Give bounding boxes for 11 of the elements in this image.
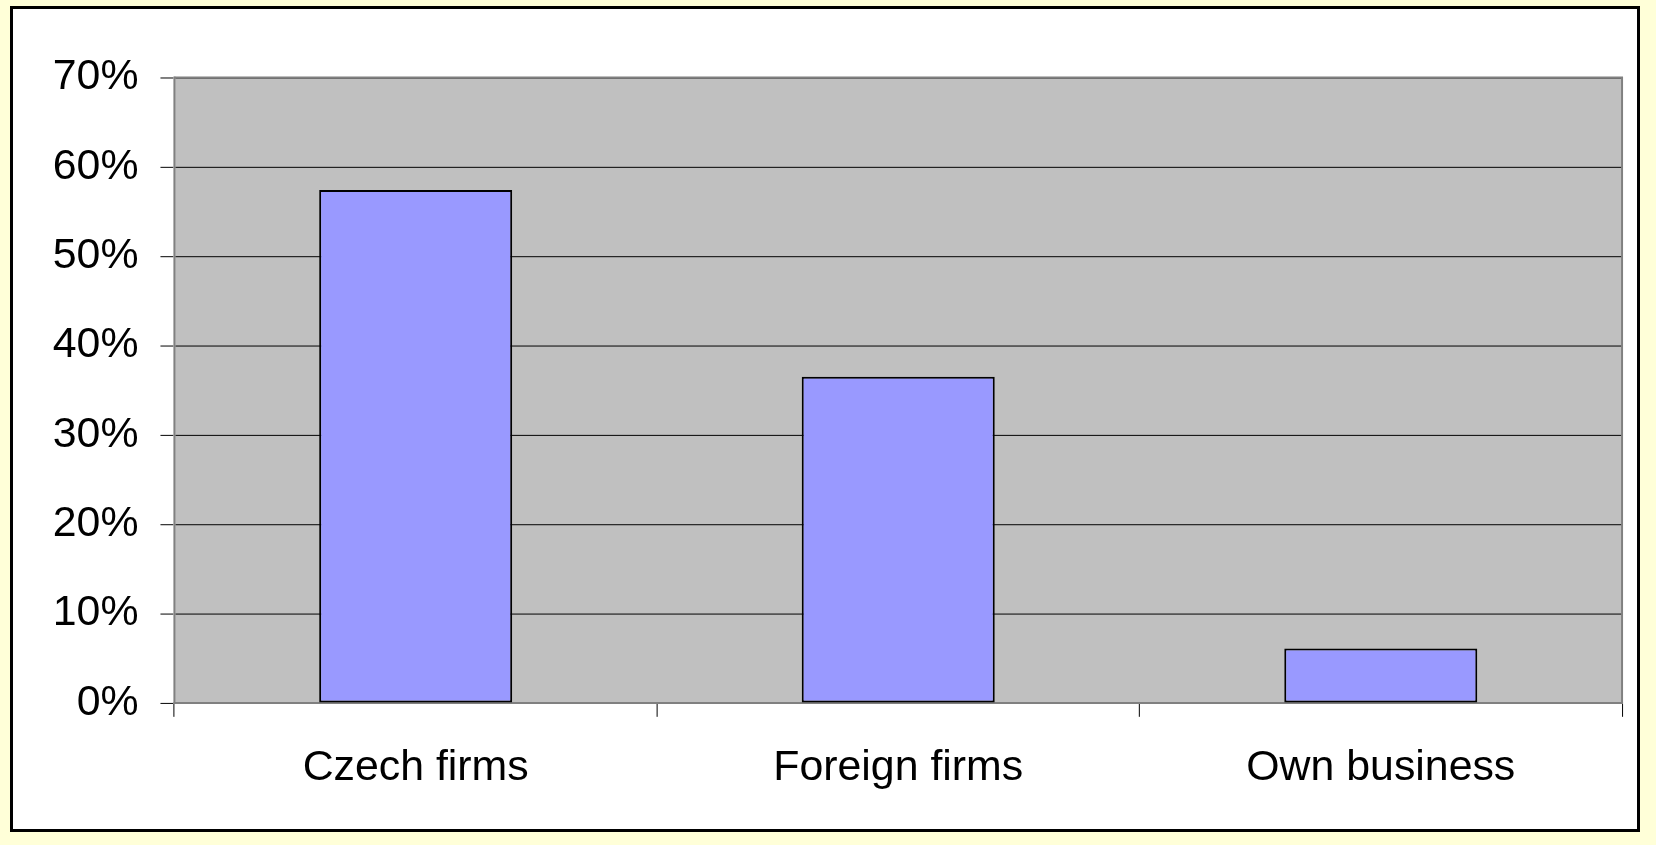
y-tick-label: 60%	[52, 139, 139, 188]
y-tick-label: 20%	[52, 497, 139, 545]
y-tick-label: 30%	[52, 407, 139, 456]
y-tick-label: 10%	[52, 586, 139, 635]
y-tick-label: 40%	[52, 318, 139, 367]
x-tick-label: Own business	[1246, 741, 1516, 789]
x-tick-label: Czech firms	[302, 741, 529, 789]
y-tick-label: 70%	[52, 50, 139, 99]
y-tick-label: 0%	[76, 675, 139, 724]
y-tick-label: 50%	[52, 229, 139, 277]
x-tick-label: Foreign firms	[773, 741, 1024, 789]
